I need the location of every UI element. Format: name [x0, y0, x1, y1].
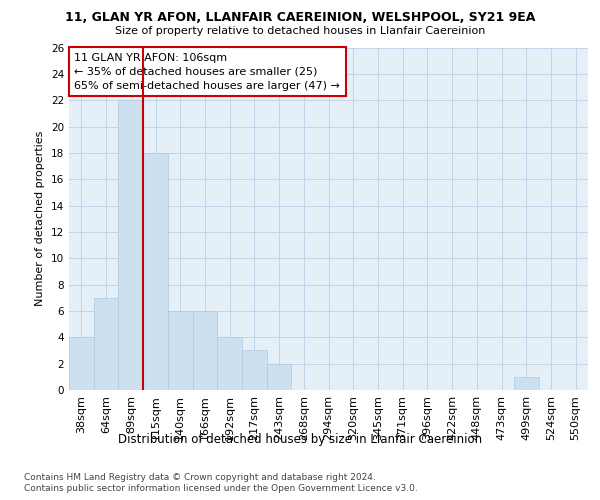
Y-axis label: Number of detached properties: Number of detached properties [35, 131, 46, 306]
Text: 11, GLAN YR AFON, LLANFAIR CAEREINION, WELSHPOOL, SY21 9EA: 11, GLAN YR AFON, LLANFAIR CAEREINION, W… [65, 11, 535, 24]
Text: 11 GLAN YR AFON: 106sqm
← 35% of detached houses are smaller (25)
65% of semi-de: 11 GLAN YR AFON: 106sqm ← 35% of detache… [74, 52, 340, 90]
Bar [168, 311, 193, 390]
Bar [217, 338, 242, 390]
Bar [514, 377, 539, 390]
Bar [143, 153, 168, 390]
Text: Distribution of detached houses by size in Llanfair Caereinion: Distribution of detached houses by size … [118, 432, 482, 446]
Bar [193, 311, 217, 390]
Bar [242, 350, 267, 390]
Text: Contains public sector information licensed under the Open Government Licence v3: Contains public sector information licen… [24, 484, 418, 493]
Text: Size of property relative to detached houses in Llanfair Caereinion: Size of property relative to detached ho… [115, 26, 485, 36]
Text: Contains HM Land Registry data © Crown copyright and database right 2024.: Contains HM Land Registry data © Crown c… [24, 472, 376, 482]
Bar [267, 364, 292, 390]
Bar [69, 338, 94, 390]
Bar [118, 100, 143, 390]
Bar [94, 298, 118, 390]
